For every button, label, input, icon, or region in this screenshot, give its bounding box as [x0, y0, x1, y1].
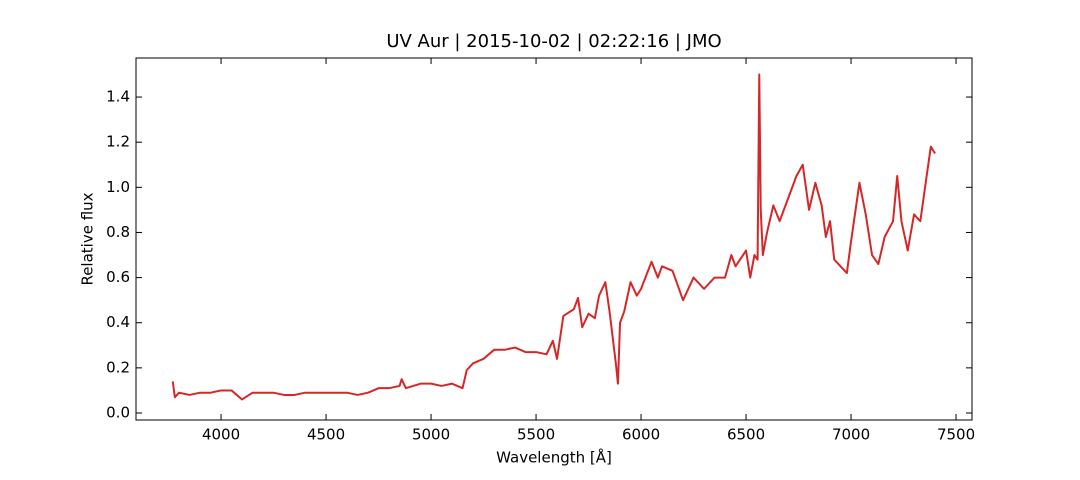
y-tick-label: 0.8: [106, 223, 130, 241]
x-tick-label: 7000: [832, 426, 870, 444]
y-tick-label: 0.2: [106, 358, 130, 376]
x-tick-label: 7500: [937, 426, 975, 444]
y-tick-label: 0.0: [106, 404, 130, 422]
x-tick-label: 5500: [517, 426, 555, 444]
x-tick-label: 6500: [727, 426, 765, 444]
x-axis-label: Wavelength [Å]: [496, 448, 612, 467]
y-tick-label: 0.4: [106, 313, 130, 331]
plot-frame: [135, 57, 973, 421]
x-tick-label: 4500: [307, 426, 345, 444]
x-tick-label: 5000: [412, 426, 450, 444]
y-tick-label: 0.6: [106, 268, 130, 286]
y-tick-label: 1.4: [106, 88, 130, 106]
chart-title: UV Aur | 2015-10-02 | 02:22:16 | JMO: [386, 31, 721, 52]
y-tick-label: 1.0: [106, 178, 130, 196]
x-tick-label: 6000: [622, 426, 660, 444]
x-tick-label: 4000: [202, 426, 240, 444]
y-tick-label: 1.2: [106, 133, 130, 151]
y-axis-label: Relative flux: [79, 192, 97, 285]
spectrum-line: [171, 73, 936, 401]
